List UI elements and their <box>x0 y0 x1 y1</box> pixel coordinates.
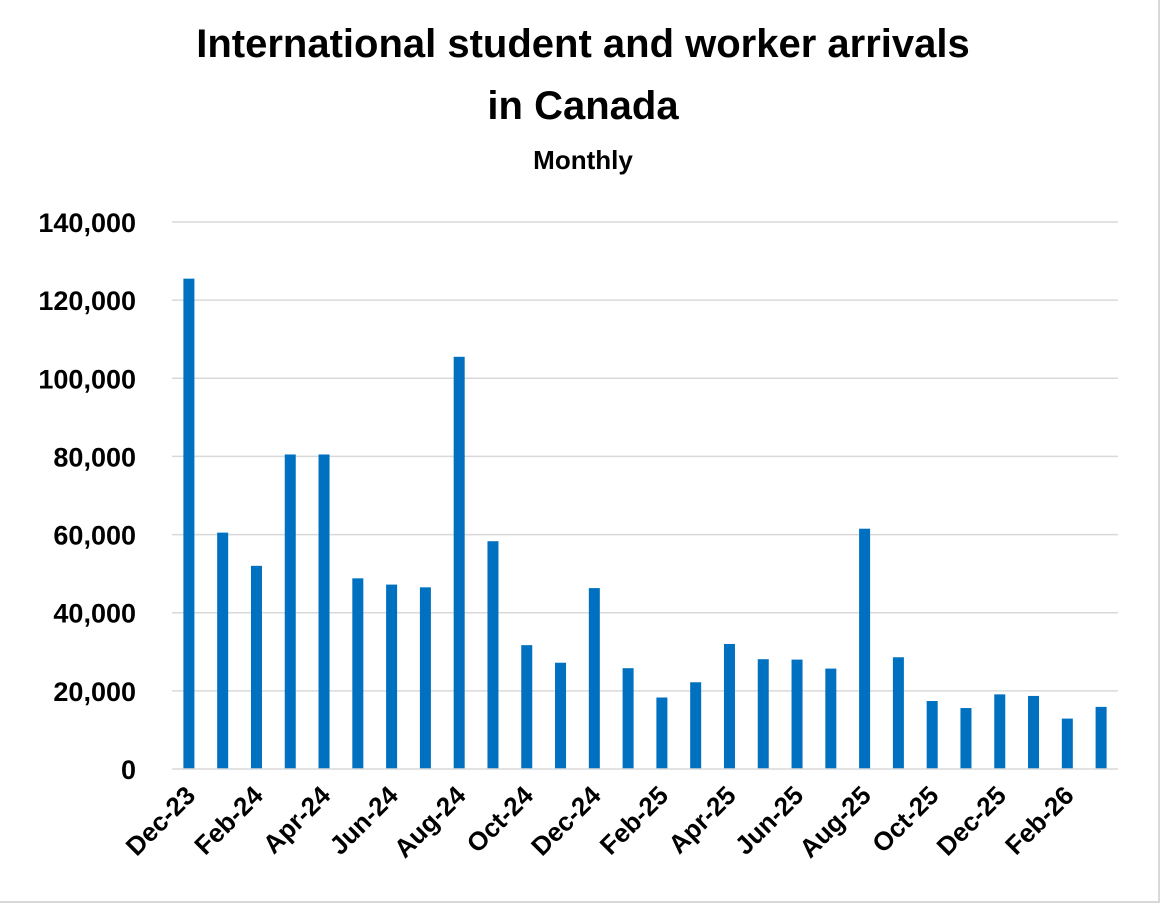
x-tick-label: Apr-24 <box>257 780 337 860</box>
bar-feb-26 <box>1061 718 1073 769</box>
gridlines <box>172 221 1118 692</box>
x-tick-label: Oct-24 <box>461 780 540 859</box>
y-tick-label: 60,000 <box>53 521 136 551</box>
x-tick-label: Oct-25 <box>866 780 944 858</box>
bar-nov-25 <box>960 708 972 769</box>
bar-jan-26 <box>1028 695 1040 769</box>
bar-mar-25 <box>690 682 702 769</box>
bar-jan-24 <box>217 532 229 769</box>
x-tick-label: Dec-24 <box>525 780 607 862</box>
x-axis-ticks: Dec-23Feb-24Apr-24Jun-24Aug-24Oct-24Dec-… <box>120 780 1080 864</box>
bar-mar-24 <box>284 454 296 769</box>
bar-feb-24 <box>250 565 262 769</box>
bar-aug-24 <box>453 356 465 769</box>
bar-aug-25 <box>859 528 871 769</box>
x-tick-label: Aug-25 <box>793 780 877 864</box>
bar-feb-25 <box>656 697 668 769</box>
x-tick-label: Feb-24 <box>188 780 269 861</box>
x-tick-label: Jun-24 <box>323 780 404 861</box>
x-tick-label: Dec-23 <box>120 780 202 862</box>
bar-dec-23 <box>183 278 195 769</box>
bar-may-25 <box>757 659 769 769</box>
bar-oct-25 <box>926 701 938 769</box>
y-tick-label: 20,000 <box>53 677 136 707</box>
y-axis-ticks: 0 20,000 40,000 60,000 80,000 100,000 120,000 1… <box>38 208 136 785</box>
bar-dec-25 <box>994 694 1006 769</box>
x-tick-label: Dec-25 <box>930 780 1012 862</box>
y-tick-label: 0 <box>121 755 136 785</box>
bar-mar-26 <box>1095 706 1107 769</box>
bar-nov-24 <box>555 662 567 769</box>
chart-title-line-2: in Canada <box>487 84 679 128</box>
x-tick-label: Apr-25 <box>662 780 741 859</box>
chart-subtitle: Monthly <box>533 145 633 175</box>
x-tick-label: Aug-24 <box>388 780 472 864</box>
bar-may-24 <box>352 578 364 769</box>
x-tick-label: Feb-25 <box>594 780 674 860</box>
bar-jul-25 <box>825 668 837 769</box>
bar-oct-24 <box>521 645 533 769</box>
y-tick-label: 120,000 <box>38 286 136 316</box>
bar-dec-24 <box>588 588 600 769</box>
bar-apr-24 <box>318 454 330 769</box>
bar-jun-24 <box>386 584 398 769</box>
x-tick-label: Jun-25 <box>729 780 809 860</box>
y-tick-label: 80,000 <box>53 442 136 472</box>
bar-sep-25 <box>892 657 904 769</box>
y-tick-label: 140,000 <box>38 208 136 238</box>
y-tick-label: 40,000 <box>53 599 136 629</box>
x-tick-label: Feb-26 <box>999 780 1079 860</box>
bar-jan-25 <box>622 668 634 769</box>
bars <box>183 278 1107 769</box>
y-tick-label: 100,000 <box>38 364 136 394</box>
bar-jul-24 <box>419 587 431 769</box>
bar-sep-24 <box>487 541 499 769</box>
chart-title-line-1: International student and worker arrival… <box>196 22 970 66</box>
bar-jun-25 <box>791 659 803 769</box>
bar-apr-25 <box>723 643 735 769</box>
